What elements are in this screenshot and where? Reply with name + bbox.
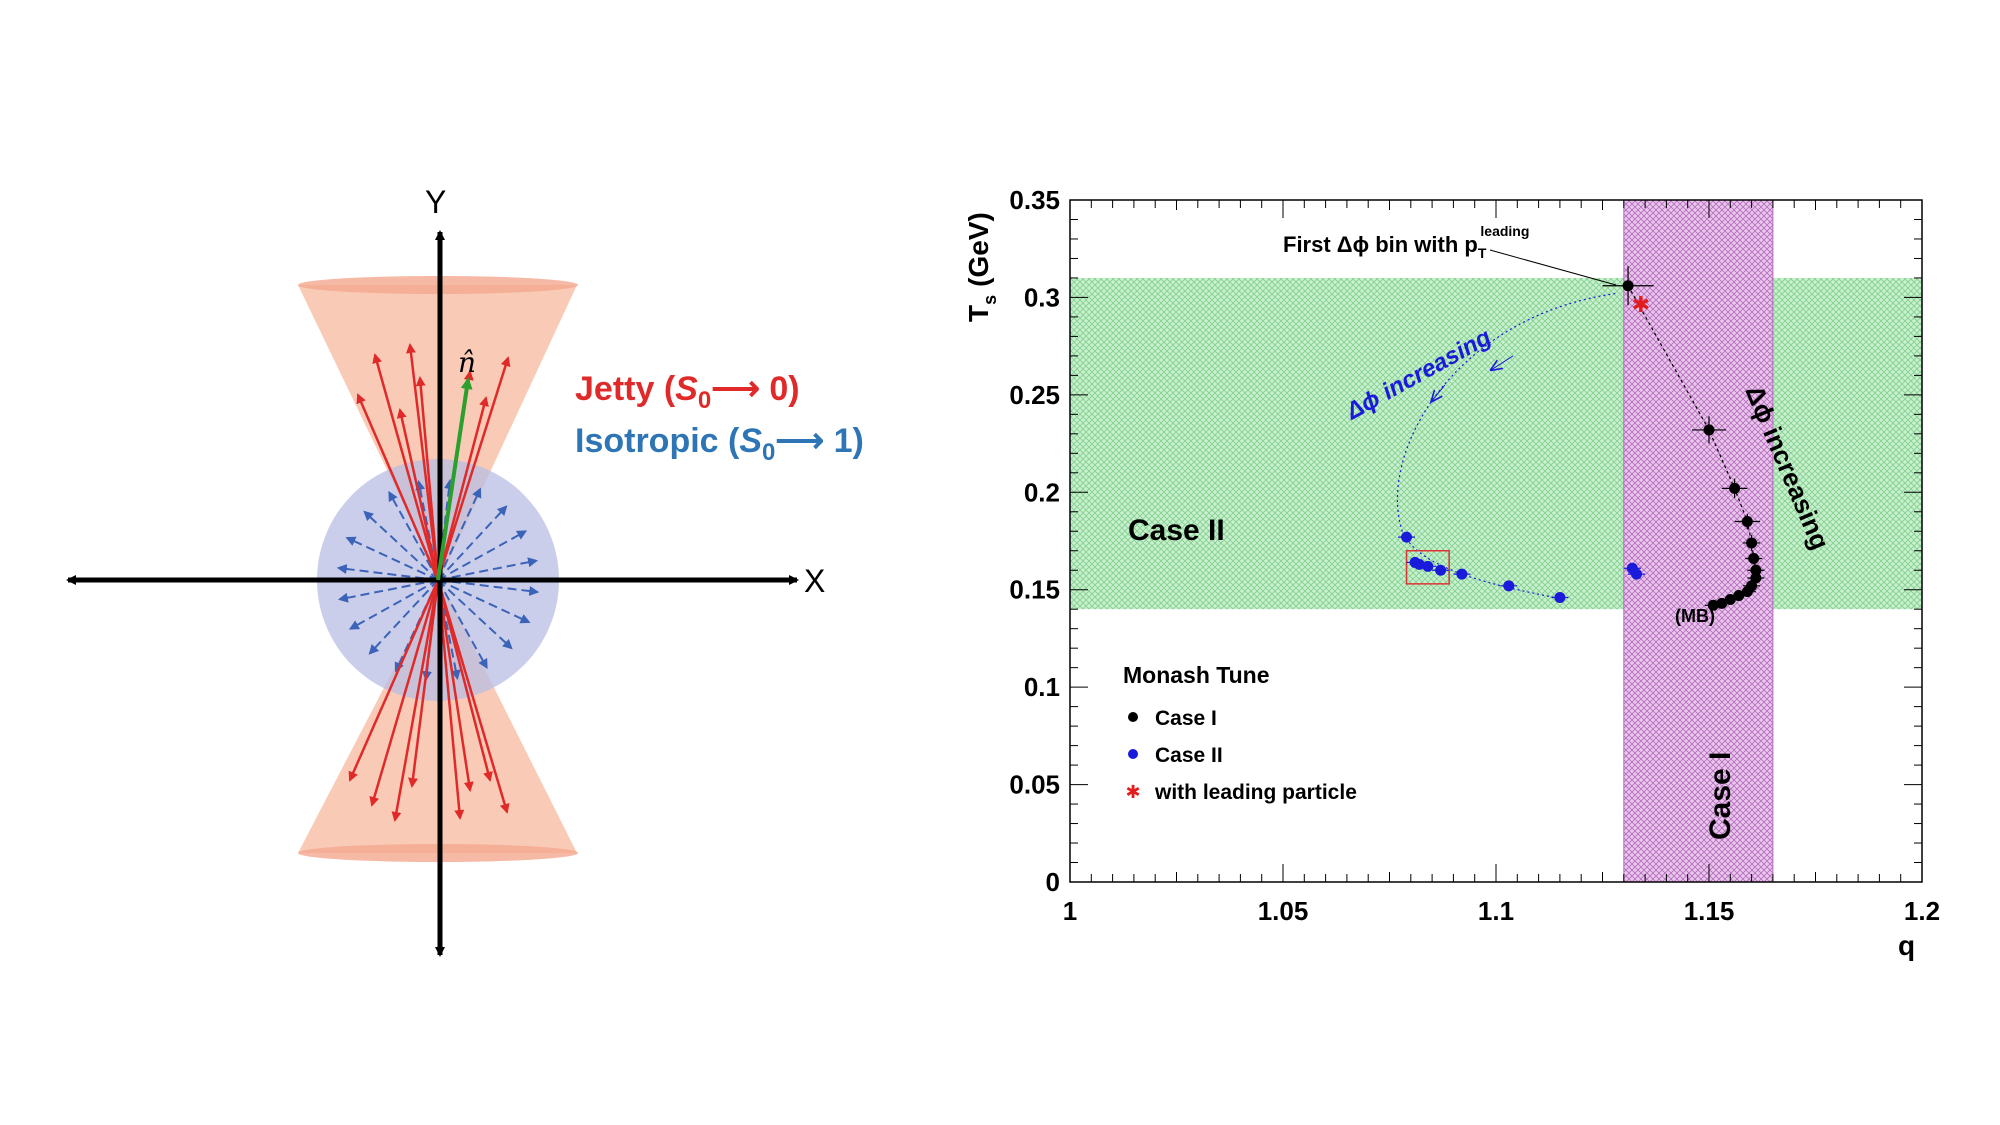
ts-vs-q-chart: 1 1.05 1.1 1.15 1.2 0 0.05 0.1 0.15 0.2 0.25 0.3 0.3… (963, 185, 1940, 961)
isotropic-arrow (368, 579, 439, 655)
isotropic-arrow (437, 505, 508, 581)
isotropic-arrow (348, 579, 439, 630)
jet-arrow (436, 579, 493, 782)
data-point (1729, 482, 1741, 494)
jet-arrow (436, 356, 511, 581)
data-point (1622, 280, 1634, 292)
data-point (1748, 553, 1760, 565)
y-axis-title: Ts(GeV) (963, 212, 1000, 322)
x-tick-label: 1.15 (1684, 896, 1735, 926)
data-point (1741, 586, 1753, 598)
data-point (1435, 564, 1447, 576)
isotropic-arrow (437, 579, 488, 670)
x-axis-label: X (804, 563, 825, 599)
isotropic-arrow (437, 557, 539, 581)
y-tick-label: 0.3 (1024, 282, 1060, 312)
data-point (1422, 560, 1434, 572)
legend-label: with leading particle (1154, 781, 1357, 804)
x-tick-label: 1.05 (1258, 896, 1309, 926)
data-point (1707, 599, 1719, 611)
legend-marker (1128, 712, 1138, 722)
isotropic-arrow (437, 530, 528, 581)
jet-arrow (348, 579, 440, 782)
jet-arrow (415, 376, 440, 581)
isotropic-arrow (337, 579, 439, 603)
y-tick-label: 0.05 (1009, 770, 1060, 800)
tick-labels: 1 1.05 1.1 1.15 1.2 0 0.05 0.1 0.15 0.2 0.25 0.3 0.3… (1009, 185, 1940, 926)
axis-ticks (1069, 199, 1923, 883)
data-point (1724, 593, 1736, 605)
jet-arrow (408, 579, 440, 788)
legend-jetty: Jetty (S0⟶ 0) (575, 370, 800, 414)
jet-arrow (436, 579, 510, 814)
data-point (1716, 597, 1728, 609)
jet-arrow (369, 579, 440, 807)
y-axis-label: Y (425, 184, 446, 220)
jet-arrow (436, 579, 474, 792)
legend-title: Monash Tune (1123, 662, 1270, 688)
legend-isotropic: Isotropic (S0⟶ 1) (575, 422, 864, 466)
data-point (1503, 580, 1515, 592)
data-point (1401, 531, 1413, 543)
data-points: ✱ (1398, 266, 1765, 611)
plot-frame (1069, 199, 1923, 883)
jet-arrow (396, 408, 440, 581)
y-tick-label: 0 (1046, 867, 1060, 897)
jet-arrow (372, 353, 440, 581)
isotropic-arrow (437, 487, 482, 581)
legend-marker (1128, 749, 1138, 759)
first-bin-pointer (1489, 249, 1617, 286)
isotropic-arrow (437, 579, 531, 624)
data-point (1631, 568, 1643, 580)
data-point (1456, 568, 1468, 580)
chart-legend: Monash Tune Case I Case II ✱ with leading p… (1123, 662, 1357, 804)
y-tick-label: 0.15 (1009, 575, 1060, 605)
annotation-first-bin: First Δϕ bin with pTleading (1283, 223, 1529, 261)
data-point (1554, 592, 1566, 604)
x-tick-label: 1.1 (1478, 896, 1514, 926)
bands (1070, 199, 1922, 883)
y-tick-label: 0.25 (1009, 380, 1060, 410)
case-ii-arrowhead (1432, 384, 1446, 401)
jet-arrow (436, 396, 489, 581)
n-hat-arrow (436, 377, 473, 581)
data-point (1741, 516, 1753, 528)
data-point (1733, 590, 1745, 602)
x-axis-title: q (1898, 930, 1915, 961)
y-tick-label: 0.1 (1024, 672, 1060, 702)
band-label-case1: Case I (1704, 752, 1737, 840)
x-tick-label: 1 (1063, 896, 1077, 926)
case-ii-curve (1396, 292, 1616, 601)
isotropic-arrow (345, 536, 439, 581)
isotropic-arrow (363, 510, 439, 581)
legend-marker: ✱ (1125, 782, 1140, 802)
band-case-ii (1070, 277, 1922, 610)
jet-arrow (356, 393, 440, 581)
legend-label: Case II (1155, 744, 1223, 767)
highlight-box (1405, 549, 1450, 585)
data-point (1750, 564, 1762, 576)
case-ii-arrowhead (1492, 355, 1514, 370)
x-tick-label: 1.2 (1904, 896, 1940, 926)
event-shape-diagram: n̂ Y X Jetty (S0⟶ 0) Isotropic (S0⟶ 1) (66, 184, 864, 957)
isotropic-arrow (388, 490, 439, 581)
jet-arrow (391, 579, 440, 822)
data-point (1409, 556, 1421, 568)
data-point (1746, 537, 1758, 549)
legend-label: Case I (1155, 707, 1217, 730)
data-point (1703, 424, 1715, 436)
isotropic-arrow (437, 579, 513, 650)
data-point-star: ✱ (1632, 292, 1650, 317)
n-hat-label: n̂ (458, 346, 476, 379)
y-tick-label: 0.35 (1009, 185, 1060, 215)
annotation-mb: (MB) (1675, 606, 1715, 626)
y-tick-label: 0.2 (1024, 477, 1060, 507)
band-label-case2: Case II (1128, 514, 1225, 547)
